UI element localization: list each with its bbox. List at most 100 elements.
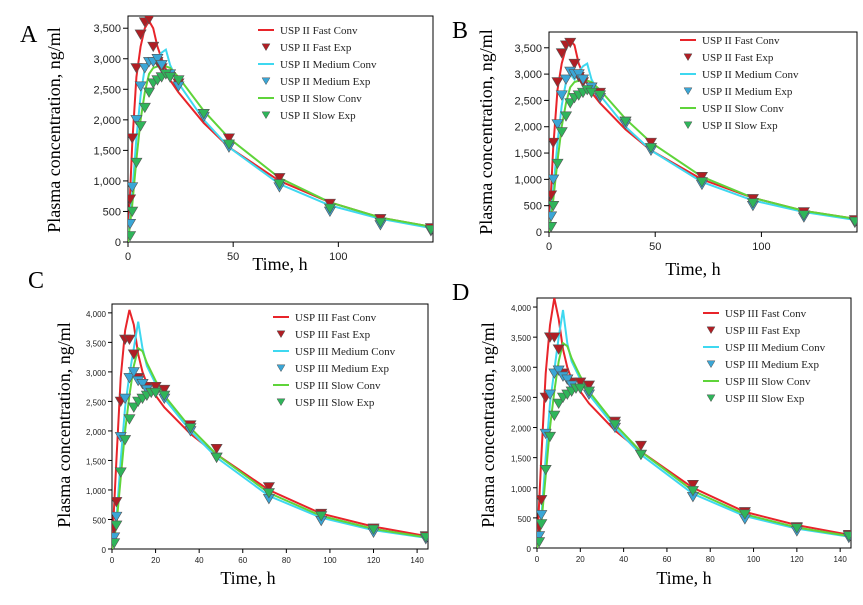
data-point-s1-5 bbox=[143, 16, 155, 25]
data-point-s3-0 bbox=[549, 211, 558, 222]
y-axis-label: Plasma concentration, ng/ml bbox=[44, 27, 64, 232]
x-tick-label: 20 bbox=[576, 555, 585, 564]
series-line-2 bbox=[128, 47, 432, 242]
data-point-s5-5 bbox=[127, 402, 140, 413]
data-point-s3-2 bbox=[551, 119, 564, 130]
data-point-s5-15 bbox=[323, 203, 336, 214]
data-point-s5-4 bbox=[138, 102, 151, 114]
data-point-s1-12 bbox=[634, 440, 647, 452]
x-tick-label: 40 bbox=[195, 556, 204, 565]
y-tick-label: 1,500 bbox=[511, 455, 532, 464]
legend-label-1: USP II Fast Exp bbox=[702, 52, 774, 64]
x-axis-label: Time, h bbox=[665, 259, 720, 279]
data-point-s3-7 bbox=[572, 69, 585, 80]
data-point-s3-5 bbox=[127, 367, 140, 378]
data-point-s3-7 bbox=[151, 54, 164, 65]
data-point-s5-15 bbox=[738, 509, 751, 520]
x-tick-label: 0 bbox=[546, 241, 552, 253]
legend-label-1: USP III Fast Exp bbox=[295, 329, 371, 341]
x-tick-label: 140 bbox=[833, 555, 847, 564]
data-point-s1-13 bbox=[686, 480, 699, 491]
data-point-s5-4 bbox=[559, 111, 573, 122]
legend-label-3: USP III Medium Exp bbox=[295, 363, 390, 375]
x-axis-label: Time, h bbox=[656, 568, 711, 588]
plot-area bbox=[128, 16, 433, 242]
legend: USP III Fast Conv USP III Fast Exp USP III… bbox=[273, 312, 396, 409]
x-tick-label: 50 bbox=[227, 251, 239, 263]
data-point-s5-11 bbox=[172, 75, 185, 86]
data-point-s1-2 bbox=[130, 63, 143, 74]
data-point-s1-13 bbox=[695, 172, 708, 183]
data-point-s5-10 bbox=[149, 387, 162, 399]
chart-panel-b: B 0 500 1,000 1,500 2,000 2,500 3,000 3,500 0 50 10… bbox=[452, 18, 858, 279]
y-axis-label: Plasma concentration, ng/ml bbox=[476, 29, 496, 234]
data-point-s5-16 bbox=[367, 524, 380, 536]
y-tick-label: 0 bbox=[102, 546, 107, 555]
y-tick-label: 500 bbox=[524, 201, 542, 213]
data-point-s5-0 bbox=[128, 231, 137, 242]
data-point-s5-5 bbox=[552, 398, 565, 409]
data-point-s5-11 bbox=[582, 386, 595, 397]
legend-label-2: USP III Medium Conv bbox=[295, 346, 396, 358]
y-axis-label: Plasma concentration, ng/ml bbox=[478, 322, 498, 527]
data-point-s1-3 bbox=[555, 48, 568, 59]
x-tick-label: 80 bbox=[282, 556, 291, 565]
y-tick-label: 0 bbox=[536, 227, 542, 239]
data-point-s1-2 bbox=[551, 77, 564, 88]
data-point-s1-1 bbox=[537, 495, 548, 506]
data-point-s5-3 bbox=[555, 127, 568, 138]
legend-label-0: USP III Fast Conv bbox=[295, 312, 377, 324]
x-tick-label: 140 bbox=[410, 556, 424, 565]
data-point-s5-12 bbox=[608, 419, 621, 431]
legend-label-4: USP II Slow Conv bbox=[702, 103, 784, 115]
data-point-s5-1 bbox=[112, 520, 123, 531]
series-line-4 bbox=[128, 63, 432, 242]
data-point-s5-0 bbox=[112, 538, 121, 549]
data-point-s5-1 bbox=[537, 519, 548, 530]
legend: USP II Fast Conv USP II Fast Exp USP II Me… bbox=[258, 25, 377, 122]
legend-label-1: USP III Fast Exp bbox=[725, 325, 801, 337]
y-tick-label: 2,500 bbox=[511, 394, 532, 403]
legend-label-5: USP III Slow Exp bbox=[295, 397, 375, 409]
plot-area bbox=[537, 298, 851, 548]
x-axis-label: Time, h bbox=[252, 254, 307, 274]
x-tick-label: 80 bbox=[706, 555, 715, 564]
legend-label-3: USP II Medium Exp bbox=[280, 76, 371, 88]
x-tick-label: 40 bbox=[619, 555, 628, 564]
y-tick-label: 3,500 bbox=[93, 23, 121, 35]
data-point-s5-12 bbox=[184, 423, 197, 434]
data-point-s5-14 bbox=[273, 179, 286, 190]
legend-swatch-5 bbox=[706, 394, 716, 403]
data-point-s5-2 bbox=[539, 464, 552, 476]
data-point-s5-12 bbox=[619, 116, 632, 128]
series-line-4 bbox=[112, 346, 426, 549]
data-point-s1-5 bbox=[552, 344, 565, 355]
legend-swatch-3 bbox=[683, 87, 693, 96]
legend-swatch-1 bbox=[276, 330, 286, 339]
data-point-s5-13 bbox=[644, 143, 657, 154]
data-point-s5-15 bbox=[746, 198, 759, 209]
legend-swatch-5 bbox=[261, 111, 271, 120]
legend-swatch-3 bbox=[706, 360, 716, 369]
y-tick-label: 1,000 bbox=[511, 485, 532, 494]
data-point-s3-1 bbox=[549, 174, 560, 185]
panel-letter: C bbox=[28, 268, 44, 294]
data-point-s5-4 bbox=[123, 414, 136, 425]
data-point-s3-4 bbox=[138, 63, 151, 74]
data-point-s3-8 bbox=[155, 60, 168, 71]
data-point-s5-13 bbox=[634, 449, 647, 461]
x-tick-label: 100 bbox=[329, 251, 347, 263]
legend-label-0: USP III Fast Conv bbox=[725, 308, 807, 320]
y-tick-label: 2,000 bbox=[93, 115, 121, 127]
data-point-s5-4 bbox=[548, 410, 561, 422]
plot-frame bbox=[536, 297, 852, 549]
data-point-s1-9 bbox=[574, 377, 587, 388]
data-point-s5-16 bbox=[374, 217, 387, 228]
y-tick-label: 3,000 bbox=[93, 54, 121, 66]
y-tick-label: 0 bbox=[527, 545, 532, 554]
data-point-s5-14 bbox=[262, 488, 275, 499]
data-point-s3-0 bbox=[128, 218, 137, 230]
legend-label-2: USP II Medium Conv bbox=[702, 69, 799, 81]
legend-label-3: USP III Medium Exp bbox=[725, 359, 820, 371]
data-point-s5-10 bbox=[574, 383, 587, 394]
